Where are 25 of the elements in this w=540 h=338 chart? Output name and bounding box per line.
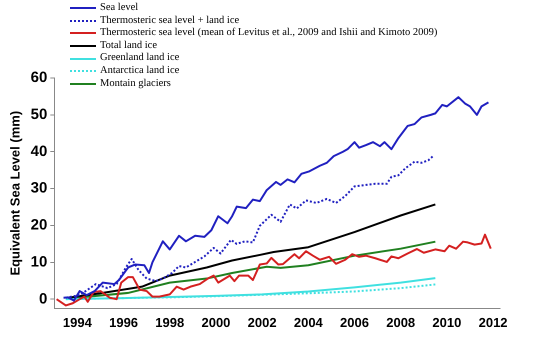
y-tick-label: 60 (30, 69, 48, 86)
y-tick-label: 30 (30, 180, 48, 197)
legend-label: Greenland land ice (100, 52, 180, 65)
x-tick-label: 2012 (478, 314, 508, 330)
x-tick-label: 2010 (432, 314, 462, 330)
y-axis-title: Equivalent Sea Level (mm) (7, 110, 22, 276)
y-tick-label: 50 (30, 106, 48, 124)
x-tick-label: 2002 (248, 314, 277, 330)
x-tick-label: 2004 (294, 314, 324, 330)
x-tick-label: 2006 (340, 314, 369, 330)
x-tick-label: 2008 (386, 314, 416, 330)
x-tick-label: 1998 (155, 314, 184, 330)
legend-label: Montain glaciers (100, 78, 171, 90)
y-tick-label: 0 (38, 290, 48, 308)
x-tick-label: 1996 (109, 314, 138, 330)
x-tick-label: 2000 (201, 314, 230, 330)
y-tick-label: 10 (30, 253, 48, 270)
legend-label: Total land ice (100, 40, 157, 52)
legend-label: Antarctica land ice (100, 64, 180, 78)
x-tick-label: 1994 (62, 314, 93, 330)
legend-label: Sea level (100, 2, 138, 15)
legend-label: Thermosteric sea level (mean of Levitus et al., 2009 and Ishii and Kimoto 2009) (100, 27, 438, 40)
legend-label: Thermosteric sea level + land ice (100, 14, 240, 28)
y-tick-label: 20 (30, 216, 48, 234)
y-tick-label: 40 (30, 142, 48, 160)
